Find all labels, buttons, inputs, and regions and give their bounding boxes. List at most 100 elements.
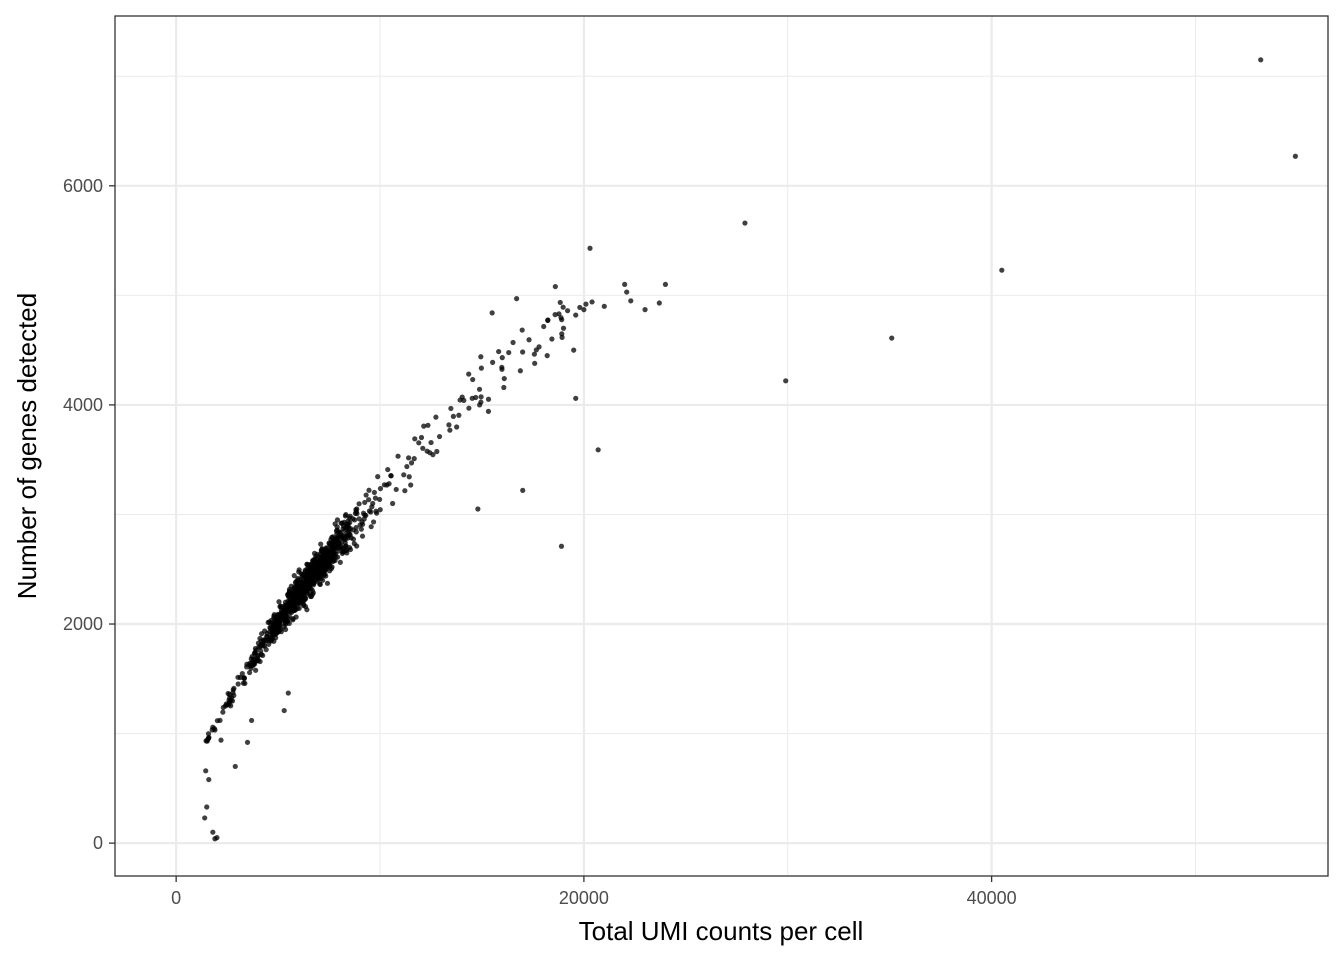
data-point: [385, 466, 391, 473]
data-point: [402, 488, 408, 494]
data-point: [366, 487, 372, 493]
data-point: [478, 365, 484, 371]
data-point: [230, 687, 236, 693]
data-point: [412, 436, 418, 442]
data-point: [595, 447, 601, 453]
data-point: [267, 625, 273, 631]
data-point: [303, 574, 309, 581]
data-point: [338, 520, 344, 526]
data-point: [470, 376, 476, 383]
data-point: [291, 573, 297, 579]
data-point: [369, 504, 375, 510]
data-point: [244, 664, 250, 670]
data-point: [447, 427, 453, 433]
data-point: [372, 495, 379, 501]
data-point: [244, 739, 251, 745]
data-point: [448, 405, 454, 412]
data-point: [485, 396, 492, 402]
data-point: [335, 533, 342, 539]
data-point: [583, 301, 589, 307]
data-point: [545, 317, 551, 324]
data-point: [266, 641, 272, 647]
data-point: [235, 674, 241, 680]
data-point: [332, 521, 338, 527]
data-point: [240, 680, 247, 686]
data-point: [446, 422, 452, 428]
data-point: [318, 541, 324, 547]
data-point: [228, 703, 234, 709]
data-point: [248, 717, 255, 724]
data-point: [393, 486, 399, 493]
data-point: [496, 348, 502, 355]
data-point: [210, 829, 216, 835]
data-point: [267, 629, 273, 635]
data-point: [544, 353, 550, 359]
data-point: [337, 559, 343, 565]
data-point: [536, 344, 542, 350]
data-point: [318, 547, 324, 554]
data-point: [433, 414, 439, 420]
data-point: [783, 378, 789, 384]
data-point: [296, 569, 302, 575]
data-point: [466, 371, 472, 377]
data-point: [287, 604, 293, 610]
x-tick-label: 0: [171, 888, 181, 908]
data-point: [310, 582, 317, 588]
data-point: [321, 553, 327, 559]
data-point: [531, 351, 537, 357]
data-point: [285, 608, 291, 614]
data-point: [356, 516, 362, 522]
x-tick-label: 40000: [967, 888, 1017, 908]
data-point: [485, 408, 492, 414]
data-point: [520, 349, 526, 355]
data-point: [489, 310, 495, 316]
data-point: [577, 304, 583, 311]
data-point: [478, 394, 484, 400]
data-point: [334, 517, 341, 523]
data-point: [294, 593, 300, 599]
data-point: [306, 561, 313, 568]
data-point: [359, 533, 366, 539]
data-point: [476, 386, 483, 392]
data-point: [298, 582, 305, 588]
data-point: [275, 622, 282, 628]
data-point: [477, 402, 483, 408]
data-point: [501, 375, 507, 382]
data-point: [377, 507, 383, 513]
data-point: [339, 546, 345, 552]
data-point: [257, 658, 263, 665]
data-point: [308, 593, 314, 600]
data-point: [347, 513, 353, 519]
data-point: [285, 598, 291, 604]
y-tick-label: 2000: [63, 614, 103, 634]
data-point: [499, 366, 505, 372]
y-axis-title: Number of genes detected: [12, 293, 42, 599]
data-point: [461, 397, 467, 404]
data-point: [408, 482, 414, 488]
data-point: [318, 559, 324, 566]
data-point: [310, 558, 316, 564]
data-point: [373, 508, 379, 514]
data-point: [601, 303, 607, 309]
data-point: [622, 281, 628, 288]
data-point: [253, 667, 259, 673]
data-point: [202, 815, 208, 821]
data-point: [318, 565, 325, 572]
data-point: [662, 281, 669, 288]
data-point: [628, 298, 634, 304]
data-point: [311, 568, 317, 574]
data-point: [358, 526, 364, 532]
data-point: [466, 405, 472, 411]
data-point: [209, 727, 215, 733]
data-point: [350, 536, 357, 542]
data-point: [388, 473, 394, 479]
data-point: [436, 433, 443, 440]
data-point: [262, 628, 268, 634]
data-point: [235, 681, 241, 687]
data-point: [587, 245, 593, 251]
data-point: [347, 546, 354, 553]
data-point: [203, 768, 209, 774]
data-point: [353, 525, 359, 531]
data-point: [285, 690, 291, 696]
